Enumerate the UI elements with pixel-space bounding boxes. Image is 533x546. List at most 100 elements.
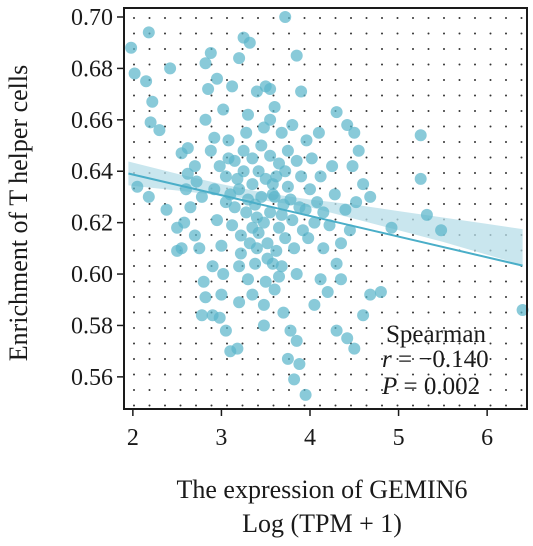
grid-dot xyxy=(195,358,197,360)
grid-dot xyxy=(133,327,135,329)
grid-dot xyxy=(427,187,430,190)
data-point xyxy=(240,206,253,219)
grid-dot xyxy=(505,327,507,329)
grid-dot xyxy=(257,32,259,35)
grid-dot xyxy=(474,342,476,345)
grid-dot xyxy=(133,280,135,283)
grid-dot xyxy=(179,311,182,314)
grid-dot xyxy=(520,296,523,298)
x-tick-label: 2 xyxy=(127,425,139,451)
grid-dot xyxy=(334,311,337,314)
grid-dot xyxy=(474,218,476,221)
data-point xyxy=(268,283,281,296)
grid-dot xyxy=(272,218,275,221)
data-point xyxy=(317,242,330,255)
grid-dot xyxy=(179,48,182,50)
grid-dot xyxy=(210,125,213,128)
data-point xyxy=(243,36,256,49)
grid-dot xyxy=(474,389,476,391)
data-point xyxy=(181,167,194,180)
grid-dot xyxy=(272,141,275,143)
grid-dot xyxy=(412,296,414,298)
grid-dot xyxy=(474,125,476,128)
grid-dot xyxy=(164,249,166,252)
grid-dot xyxy=(210,172,213,174)
data-point xyxy=(348,342,361,355)
grid-dot xyxy=(365,358,368,360)
grid-dot xyxy=(365,373,368,376)
data-point xyxy=(261,237,274,250)
grid-dot xyxy=(365,125,368,128)
grid-dot xyxy=(350,172,352,174)
data-point xyxy=(299,388,312,401)
grid-dot xyxy=(288,79,290,81)
data-point xyxy=(321,286,334,298)
grid-dot xyxy=(489,141,492,143)
grid-dot xyxy=(288,373,290,376)
grid-dot xyxy=(210,249,213,252)
grid-dot xyxy=(195,280,197,283)
grid-dot xyxy=(520,389,523,391)
grid-dot xyxy=(365,32,368,35)
grid-dot xyxy=(303,218,306,221)
grid-dot xyxy=(505,218,507,221)
data-point xyxy=(435,224,448,237)
data-point xyxy=(302,232,315,245)
grid-dot xyxy=(226,249,228,252)
data-point xyxy=(304,183,316,196)
grid-dot xyxy=(133,249,135,252)
grid-dot xyxy=(288,342,290,345)
y-tick-label: 0.56 xyxy=(71,365,113,391)
grid-dot xyxy=(148,203,151,205)
grid-dot xyxy=(133,32,135,35)
data-point xyxy=(357,178,370,191)
data-point xyxy=(202,83,215,95)
grid-dot xyxy=(179,265,182,267)
grid-dot xyxy=(164,280,166,283)
grid-dot xyxy=(179,141,182,143)
grid-dot xyxy=(257,389,259,391)
grid-dot xyxy=(195,32,197,35)
data-point xyxy=(243,237,256,250)
grid-dot xyxy=(272,79,275,81)
grid-dot xyxy=(272,32,275,35)
grid-dot xyxy=(210,342,213,345)
grid-dot xyxy=(319,404,321,407)
data-point xyxy=(255,139,268,152)
data-point xyxy=(264,113,277,126)
grid-dot xyxy=(520,63,523,66)
grid-dot xyxy=(458,32,461,35)
grid-dot xyxy=(443,63,445,66)
grid-dot xyxy=(288,156,290,159)
data-point xyxy=(314,273,327,286)
grid-dot xyxy=(474,172,476,174)
grid-dot xyxy=(443,265,445,267)
grid-dot xyxy=(241,203,244,205)
grid-dot xyxy=(427,156,430,159)
grid-dot xyxy=(443,187,445,190)
data-point xyxy=(364,288,377,301)
grid-dot xyxy=(412,172,414,174)
grid-dot xyxy=(179,234,182,236)
grid-dot xyxy=(319,32,321,35)
grid-dot xyxy=(412,48,414,50)
grid-dot xyxy=(334,249,337,252)
data-point xyxy=(293,201,306,214)
grid-dot xyxy=(210,203,213,205)
grid-dot xyxy=(179,32,182,35)
data-point xyxy=(146,95,159,108)
data-point xyxy=(268,101,281,113)
grid-dot xyxy=(334,156,337,159)
grid-dot xyxy=(474,79,476,81)
grid-dot xyxy=(474,17,476,19)
data-point xyxy=(250,85,263,98)
grid-dot xyxy=(443,156,445,159)
grid-dot xyxy=(210,373,213,376)
grid-dot xyxy=(226,311,228,314)
data-point xyxy=(213,160,226,173)
grid-dot xyxy=(505,203,507,205)
grid-dot xyxy=(195,156,197,159)
data-point xyxy=(414,129,427,142)
data-point xyxy=(257,216,270,229)
data-point xyxy=(288,373,301,386)
